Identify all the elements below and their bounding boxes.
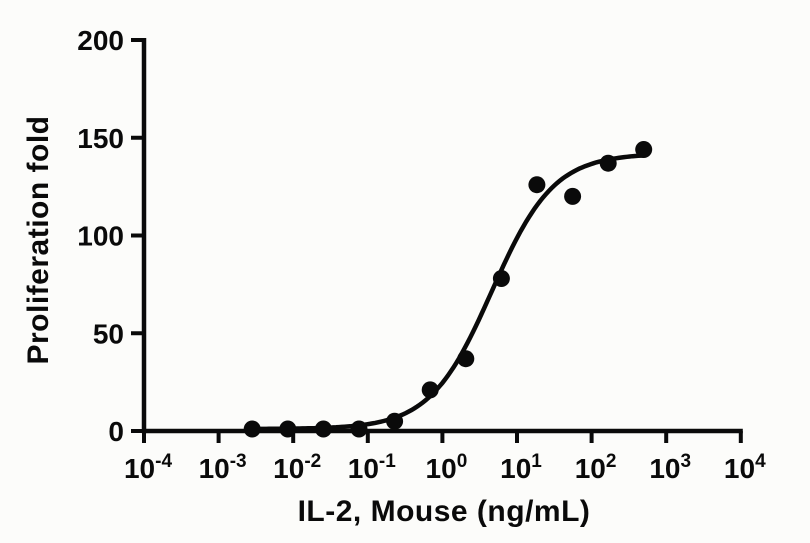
data-point [350, 420, 368, 438]
axes [141, 38, 743, 434]
data-point [243, 420, 261, 438]
tick-labels: 0 50 100 150 200 10-4 10-3 10-2 10-1 100 101 102 103… [77, 25, 766, 484]
data-point [386, 412, 404, 430]
data-points [243, 141, 653, 438]
x-tick-label: 10-3 [199, 451, 247, 484]
x-axis-title: IL-2, Mouse (ng/mL) [298, 495, 591, 528]
y-tick-label: 200 [77, 25, 124, 56]
y-tick-label: 100 [77, 221, 124, 252]
data-point [279, 420, 297, 438]
data-point [457, 350, 475, 368]
data-point [635, 141, 653, 158]
x-tick-label: 10-4 [124, 451, 172, 484]
data-point [528, 176, 546, 194]
x-tick-label: 10-2 [273, 451, 321, 484]
y-tick-label: 0 [108, 416, 124, 447]
data-point [492, 270, 510, 287]
fit-curve-line [249, 153, 646, 432]
y-tick-label: 50 [93, 318, 124, 349]
x-tick-label: 101 [500, 451, 542, 484]
x-tick-label: 104 [724, 451, 766, 484]
x-tick-label: 10-1 [348, 451, 396, 484]
data-point [314, 420, 332, 438]
data-point [564, 187, 582, 205]
x-tick-label: 103 [649, 451, 691, 484]
tick-marks [131, 38, 743, 443]
x-tick-label: 100 [426, 451, 468, 484]
data-point [421, 381, 439, 399]
x-tick-label: 102 [575, 451, 617, 484]
data-point [599, 154, 617, 172]
y-tick-label: 150 [77, 123, 124, 154]
y-axis-title: Proliferation fold [22, 116, 55, 365]
